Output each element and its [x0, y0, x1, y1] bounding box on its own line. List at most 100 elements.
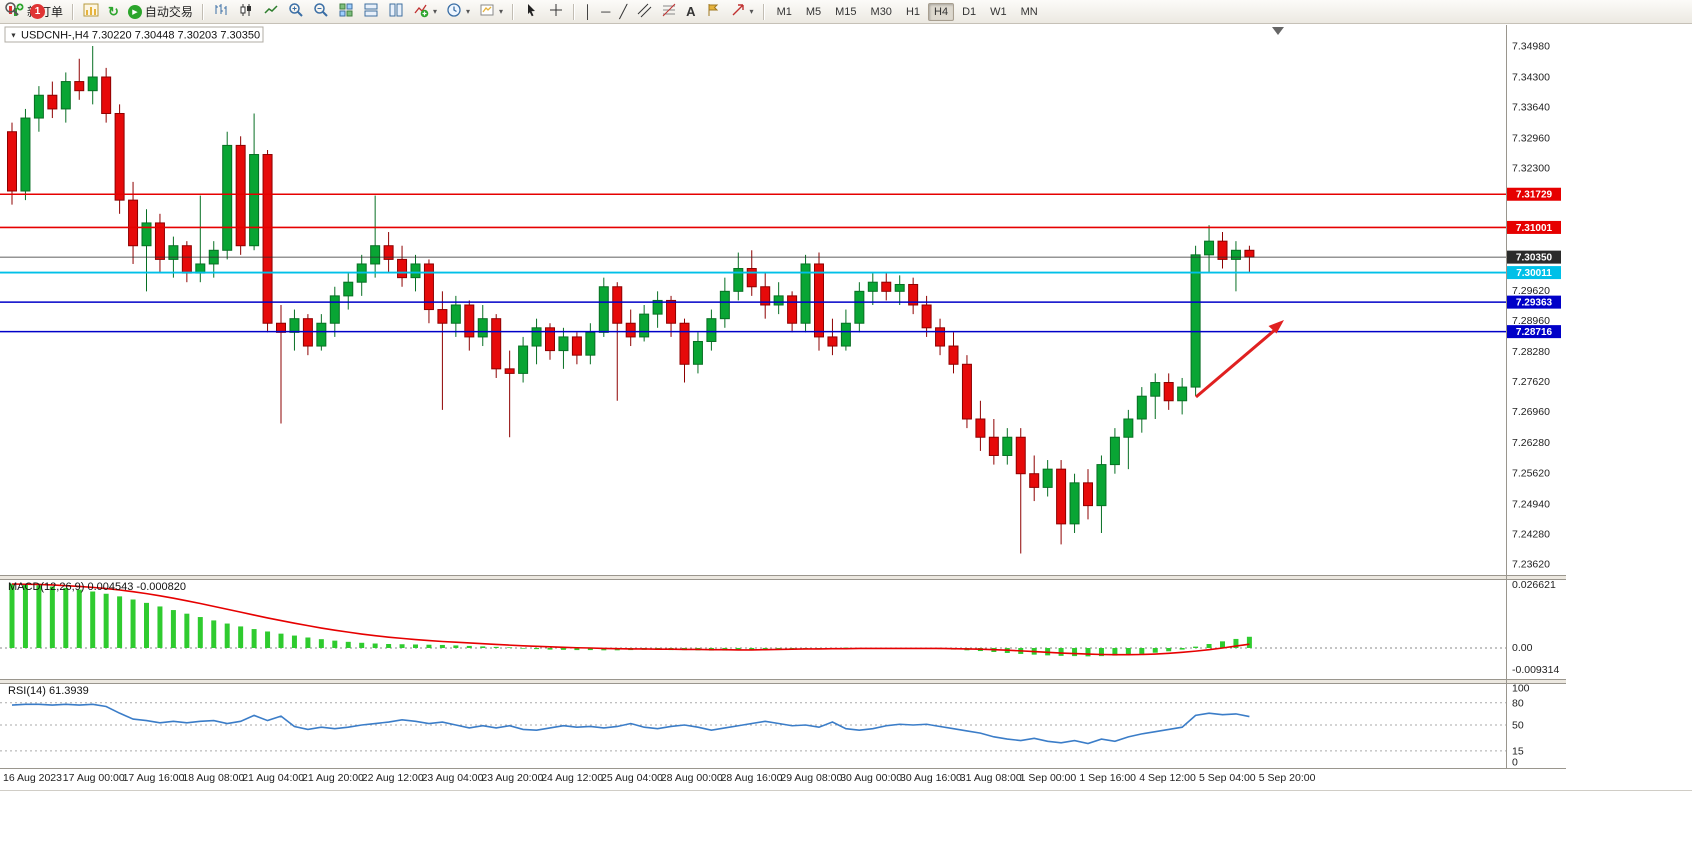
search-icon[interactable] — [4, 1, 20, 22]
bull-candle — [585, 331, 596, 356]
templates-button[interactable]: ▾ — [475, 1, 507, 23]
bar-chart-button[interactable] — [209, 1, 233, 23]
price-tags-layer: 7.31729 7.31001 7.30350 7.30011 7.29363 7.287… — [1507, 187, 1561, 339]
tile-horizontal-button[interactable] — [359, 1, 383, 23]
timeframe-h4-button[interactable]: H4 — [928, 2, 955, 21]
bear-candle — [961, 363, 972, 420]
price-axis[interactable]: 7.34980 7.34300 7.33640 7.32960 7.32300 7.296… — [1512, 41, 1550, 571]
trend-arrow-line[interactable] — [1195, 327, 1277, 399]
bear-candle — [437, 309, 448, 324]
horizontal-line-button[interactable]: ─ — [597, 1, 614, 23]
new-chart-button[interactable] — [79, 1, 103, 23]
crosshair-icon — [548, 2, 564, 21]
bear-candle — [787, 295, 798, 324]
zoom-in-icon — [288, 2, 304, 21]
arrows-tool-button[interactable]: ▾ — [726, 1, 758, 23]
bull-candle — [141, 222, 152, 247]
notification-badge[interactable]: 1 — [30, 4, 45, 19]
tile-windows-button[interactable] — [334, 1, 358, 23]
trendline-button[interactable]: ╱ — [615, 1, 631, 23]
autotrading-label: 自动交易 — [144, 5, 193, 19]
bear-candle — [235, 144, 246, 247]
bull-candle — [450, 304, 461, 324]
rsi-axis-label: 0 — [1512, 757, 1518, 769]
zoom-in-button[interactable] — [284, 1, 308, 23]
bull-candle — [289, 318, 300, 333]
bear-candle — [262, 154, 273, 324]
bear-candle — [504, 368, 515, 374]
timeframe-m1-button[interactable]: M1 — [776, 5, 792, 18]
time-axis-label: 21 Aug 20:00 — [302, 772, 364, 784]
refresh-button[interactable]: ↻ — [104, 1, 123, 23]
toolbar-separator — [72, 3, 75, 20]
bull-candle — [20, 117, 31, 192]
chart-menu-icon[interactable]: ▼ — [10, 33, 17, 40]
channel-button[interactable] — [632, 1, 656, 23]
tile-horizontal-icon — [363, 2, 379, 21]
bear-candle — [571, 336, 582, 356]
time-axis-label: 29 Aug 08:00 — [780, 772, 842, 784]
bear-candle — [128, 199, 139, 247]
timeframe-m5-button[interactable]: M5 — [805, 5, 822, 18]
bear-candle — [47, 94, 58, 110]
price-axis-label: 7.28280 — [1512, 346, 1550, 358]
zoom-out-button[interactable] — [309, 1, 333, 23]
timeframe-d1-button[interactable]: D1 — [962, 5, 977, 18]
arrows-dropdown-icon: ▾ — [749, 7, 754, 16]
timeframe-h1-button[interactable]: H1 — [905, 5, 920, 18]
timeframe-mn-button[interactable]: MN — [1020, 5, 1038, 18]
toolbar-separator — [201, 3, 204, 20]
bear-candle — [1056, 468, 1067, 525]
bull-candle — [1204, 240, 1215, 256]
refresh-icon: ↻ — [108, 4, 119, 19]
bear-candle — [1217, 240, 1228, 260]
bull-candle — [1069, 482, 1080, 525]
bear-candle — [545, 327, 555, 352]
cursor-icon — [523, 2, 539, 21]
bull-candle — [840, 322, 851, 347]
templates-dropdown-icon: ▾ — [498, 7, 503, 16]
price-axis-label: 7.32300 — [1512, 163, 1550, 175]
candlestick-button[interactable] — [234, 1, 258, 23]
panel-separators[interactable] — [0, 25, 1692, 791]
text-button[interactable]: A — [682, 1, 699, 23]
indicators-icon — [413, 2, 429, 21]
timeframe-w1-button[interactable]: W1 — [990, 5, 1007, 18]
time-axis-label: 21 Aug 04:00 — [242, 772, 304, 784]
price-axis-label: 7.26960 — [1512, 406, 1550, 418]
crosshair-button[interactable] — [544, 1, 568, 23]
bull-candle — [168, 245, 179, 260]
bull-candle — [329, 295, 340, 324]
bear-candle — [7, 131, 17, 192]
bear-candle — [1163, 382, 1174, 402]
rsi-axis-label: 80 — [1512, 697, 1524, 709]
autotrading-button[interactable]: ▶ 自动交易 — [124, 1, 197, 23]
toolbar-separator — [572, 3, 575, 20]
bull-candle — [854, 290, 865, 324]
line-chart-button[interactable] — [259, 1, 283, 23]
time-axis-label: 30 Aug 00:00 — [840, 772, 902, 784]
price-axis-label: 7.23620 — [1512, 559, 1550, 571]
bull-candle — [410, 263, 421, 279]
time-axis-label: 28 Aug 16:00 — [721, 772, 783, 784]
timeframe-m30-button[interactable]: M30 — [870, 5, 892, 18]
timeframe-m15-button[interactable]: M15 — [835, 5, 857, 18]
vertical-line-button[interactable]: │ — [580, 1, 596, 23]
periods-button[interactable]: ▾ — [442, 1, 474, 23]
cursor-button[interactable] — [519, 1, 543, 23]
macd-signal-line — [11, 583, 1250, 656]
price-tag-label: 7.28716 — [1516, 327, 1553, 338]
time-axis-label: 23 Aug 04:00 — [422, 772, 484, 784]
indicators-button[interactable]: ▾ — [409, 1, 441, 23]
bear-candle — [827, 336, 838, 347]
label-button[interactable] — [701, 1, 725, 23]
bear-candle — [988, 436, 999, 456]
fibonacci-button[interactable] — [657, 1, 681, 23]
tile-vertical-button[interactable] — [384, 1, 408, 23]
price-tag-label: 7.31001 — [1516, 223, 1553, 234]
bear-candle — [666, 299, 677, 324]
vertical-line-icon: │ — [583, 4, 593, 19]
chart-shift-marker[interactable] — [1272, 27, 1284, 35]
